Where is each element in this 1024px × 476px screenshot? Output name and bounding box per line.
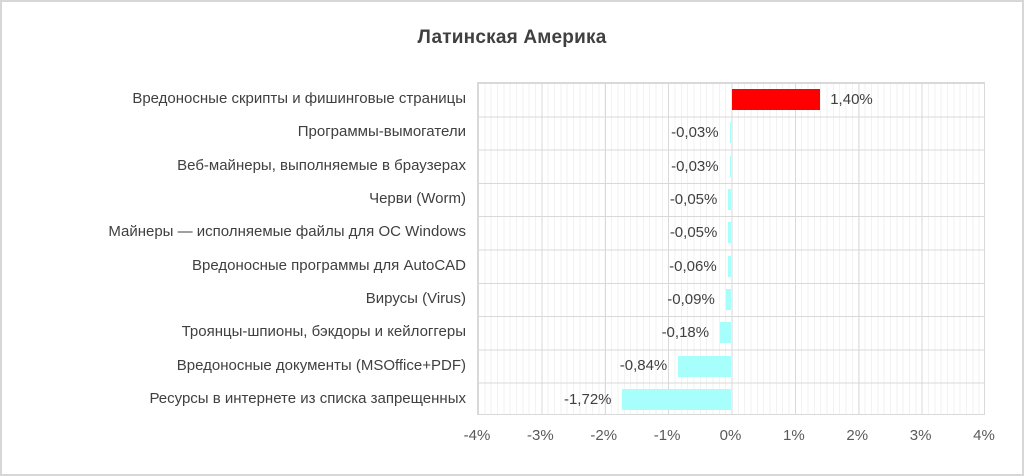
- x-tick-label: 1%: [783, 427, 805, 444]
- x-tick-label: 3%: [909, 427, 932, 444]
- category-label: Майнеры — исполняемые файлы для ОС Windo…: [108, 223, 466, 241]
- x-tick-label: -1%: [653, 427, 681, 444]
- category-label: Вредоносные программы для AutoCAD: [191, 256, 466, 274]
- bar-segment: [728, 189, 732, 211]
- value-label: 1,40%: [830, 91, 873, 108]
- bar-segment: [725, 288, 732, 310]
- value-label: -1,72%: [563, 390, 612, 408]
- category-label: Троянцы-шпионы, бэкдоры и кейлоггеры: [181, 323, 466, 341]
- bar-segment: [731, 89, 821, 111]
- category-label: Программы-вымогатели: [297, 123, 466, 141]
- plot-area: 1,40% -0,03% -0,03% -0,05% -0,05% -0,06% -0,09…: [477, 82, 985, 415]
- bar-segment: [622, 388, 732, 410]
- value-label: -0,18%: [661, 324, 710, 342]
- value-label: -0,03%: [671, 157, 719, 175]
- category-label: Вредоносные скрипты и фишинговые страниц…: [132, 90, 466, 108]
- category-label: Черви (Worm): [369, 190, 466, 208]
- chart-title: Латинская Америка: [417, 27, 607, 48]
- x-tick-label: -4%: [463, 427, 491, 444]
- bar-segment: [729, 122, 732, 144]
- value-label: -0,05%: [669, 190, 718, 208]
- x-tick-label: 2%: [846, 427, 869, 444]
- value-label: -0,06%: [669, 257, 717, 275]
- category-label: Вредоносные документы (MSOffice+PDF): [176, 356, 466, 374]
- bar-segment: [678, 355, 732, 377]
- bar-segment: [720, 322, 732, 344]
- category-label: Веб-майнеры, выполняемые в браузерах: [177, 156, 466, 174]
- bar-segment: [729, 155, 732, 177]
- value-label: -0,84%: [619, 357, 668, 375]
- bar-segment: [727, 255, 732, 277]
- x-tick-label: -2%: [590, 427, 618, 444]
- category-label: Ресурсы в интернете из списка запрещенны…: [149, 389, 466, 407]
- x-tick-label: 4%: [973, 427, 995, 444]
- value-label: -0,05%: [669, 224, 718, 242]
- value-label: -0,09%: [667, 290, 715, 308]
- x-tick-label: -3%: [527, 427, 554, 444]
- bar-segment: [728, 222, 732, 244]
- value-label: -0,03%: [671, 124, 719, 142]
- x-tick-label: 0%: [719, 427, 742, 444]
- category-label: Вирусы (Virus): [365, 289, 466, 307]
